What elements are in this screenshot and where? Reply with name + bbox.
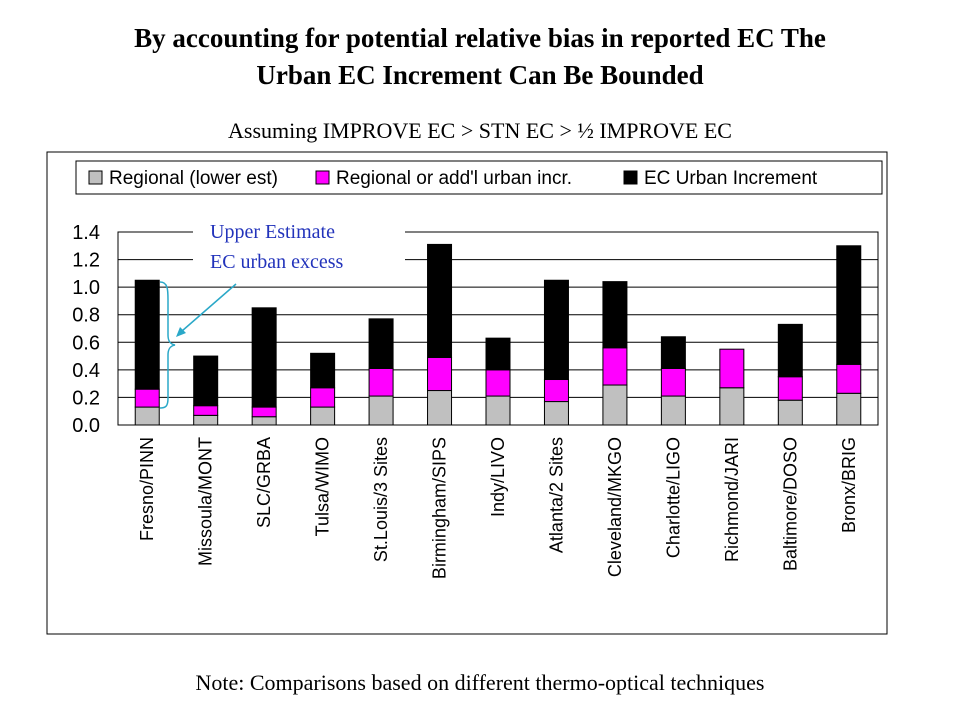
- x-tick-label: Cleveland/MKGO: [605, 437, 625, 577]
- bar-urban-11: [777, 323, 803, 378]
- x-tick-label: Charlotte/LIGO: [663, 437, 683, 558]
- y-tick-label: 1.2: [72, 250, 100, 272]
- bar-urban-8: [602, 281, 628, 349]
- legend-label-1: Regional or add'l urban incr.: [336, 168, 572, 189]
- bar-incr-8: [602, 347, 628, 386]
- bar-regional-3: [310, 406, 336, 426]
- bar-regional-8: [602, 384, 628, 426]
- legend: Regional (lower est) Regional or add'l ur…: [88, 168, 818, 189]
- bar-urban-2: [251, 307, 277, 408]
- y-axis: 0.0 0.2 0.4 0.6 0.8 1.0 1.2 1.4: [72, 222, 100, 437]
- annotation-arrow: [181, 283, 237, 332]
- bar-incr-2: [251, 406, 277, 418]
- y-tick-label: 0.8: [72, 305, 100, 327]
- bar-regional-1: [193, 414, 219, 426]
- y-tick-label: 1.4: [72, 222, 100, 244]
- bar-regional-2: [251, 416, 277, 426]
- bar-incr-9: [660, 367, 686, 397]
- bar-incr-6: [485, 369, 511, 397]
- bar-regional-0: [134, 406, 160, 426]
- legend-swatch-1: [315, 170, 330, 185]
- title-line-2: Urban EC Increment Can Be Bounded: [256, 60, 704, 90]
- x-tick-label: Indy/LIVO: [488, 437, 508, 517]
- bar-urban-6: [485, 337, 511, 371]
- x-tick-label: St.Louis/3 Sites: [371, 437, 391, 562]
- x-tick-label: Fresno/PINN: [137, 437, 157, 541]
- x-tick-label: Tulsa/WIMO: [313, 437, 333, 536]
- bar-regional-6: [485, 395, 511, 426]
- bar-incr-7: [543, 379, 569, 403]
- bar-urban-3: [310, 352, 336, 389]
- x-tick-label: Bronx/BRIG: [839, 437, 859, 533]
- legend-swatch-0: [88, 170, 103, 185]
- annotation-brace: [159, 281, 176, 409]
- bar-regional-7: [543, 401, 569, 426]
- annotation-line-1: Upper Estimate: [210, 221, 335, 243]
- bar-regional-5: [427, 390, 453, 426]
- bar-regional-11: [777, 399, 803, 426]
- y-tick-label: 0.2: [72, 387, 100, 409]
- annotation-arrowhead: [176, 327, 186, 337]
- bar-incr-5: [427, 356, 453, 392]
- legend-swatch-2: [623, 170, 638, 185]
- bar-incr-4: [368, 367, 394, 397]
- bar-regional-4: [368, 395, 394, 426]
- x-tick-label: Baltimore/DOSO: [780, 437, 800, 571]
- x-tick-label: Atlanta/2 Sites: [546, 437, 566, 553]
- bar-urban-5: [427, 243, 453, 358]
- bar-incr-11: [777, 376, 803, 401]
- bar-regional-12: [836, 392, 862, 426]
- bar-incr-3: [310, 387, 336, 408]
- bar-incr-10: [719, 348, 745, 389]
- bar-urban-9: [660, 336, 686, 369]
- y-tick-label: 1.0: [72, 277, 100, 299]
- bar-urban-4: [368, 318, 394, 369]
- chart-title: By accounting for potential relative bia…: [0, 20, 960, 94]
- legend-label-2: EC Urban Increment: [644, 168, 818, 189]
- bar-regional-9: [660, 395, 686, 426]
- bar-regional-10: [719, 387, 745, 426]
- bar-urban-1: [193, 355, 219, 407]
- bars: [134, 243, 862, 426]
- annotation-line-2: EC urban excess: [210, 251, 344, 273]
- bar-incr-0: [134, 388, 160, 408]
- bar-urban-0: [134, 279, 160, 390]
- x-tick-label: Birmingham/SIPS: [430, 437, 450, 579]
- y-tick-label: 0.4: [72, 360, 100, 382]
- title-line-1: By accounting for potential relative bia…: [134, 23, 826, 53]
- y-tick-label: 0.0: [72, 415, 100, 437]
- x-tick-label: SLC/GRBA: [254, 437, 274, 528]
- chart-subtitle: Assuming IMPROVE EC > STN EC > ½ IMPROVE…: [228, 118, 732, 143]
- legend-box: [75, 160, 883, 195]
- bar-urban-12: [836, 245, 862, 365]
- footnote: Note: Comparisons based on different the…: [195, 670, 765, 695]
- x-tick-label: Richmond/JARI: [722, 437, 742, 562]
- y-tick-label: 0.6: [72, 332, 100, 354]
- x-tick-label: Missoula/MONT: [196, 437, 216, 566]
- bar-urban-7: [543, 279, 569, 381]
- legend-label-0: Regional (lower est): [109, 168, 278, 189]
- annotation-box: [193, 218, 405, 278]
- bar-incr-1: [193, 405, 219, 416]
- x-axis: Fresno/PINN Missoula/MONT SLC/GRBA Tulsa/WI…: [137, 437, 859, 579]
- bar-incr-12: [836, 363, 862, 394]
